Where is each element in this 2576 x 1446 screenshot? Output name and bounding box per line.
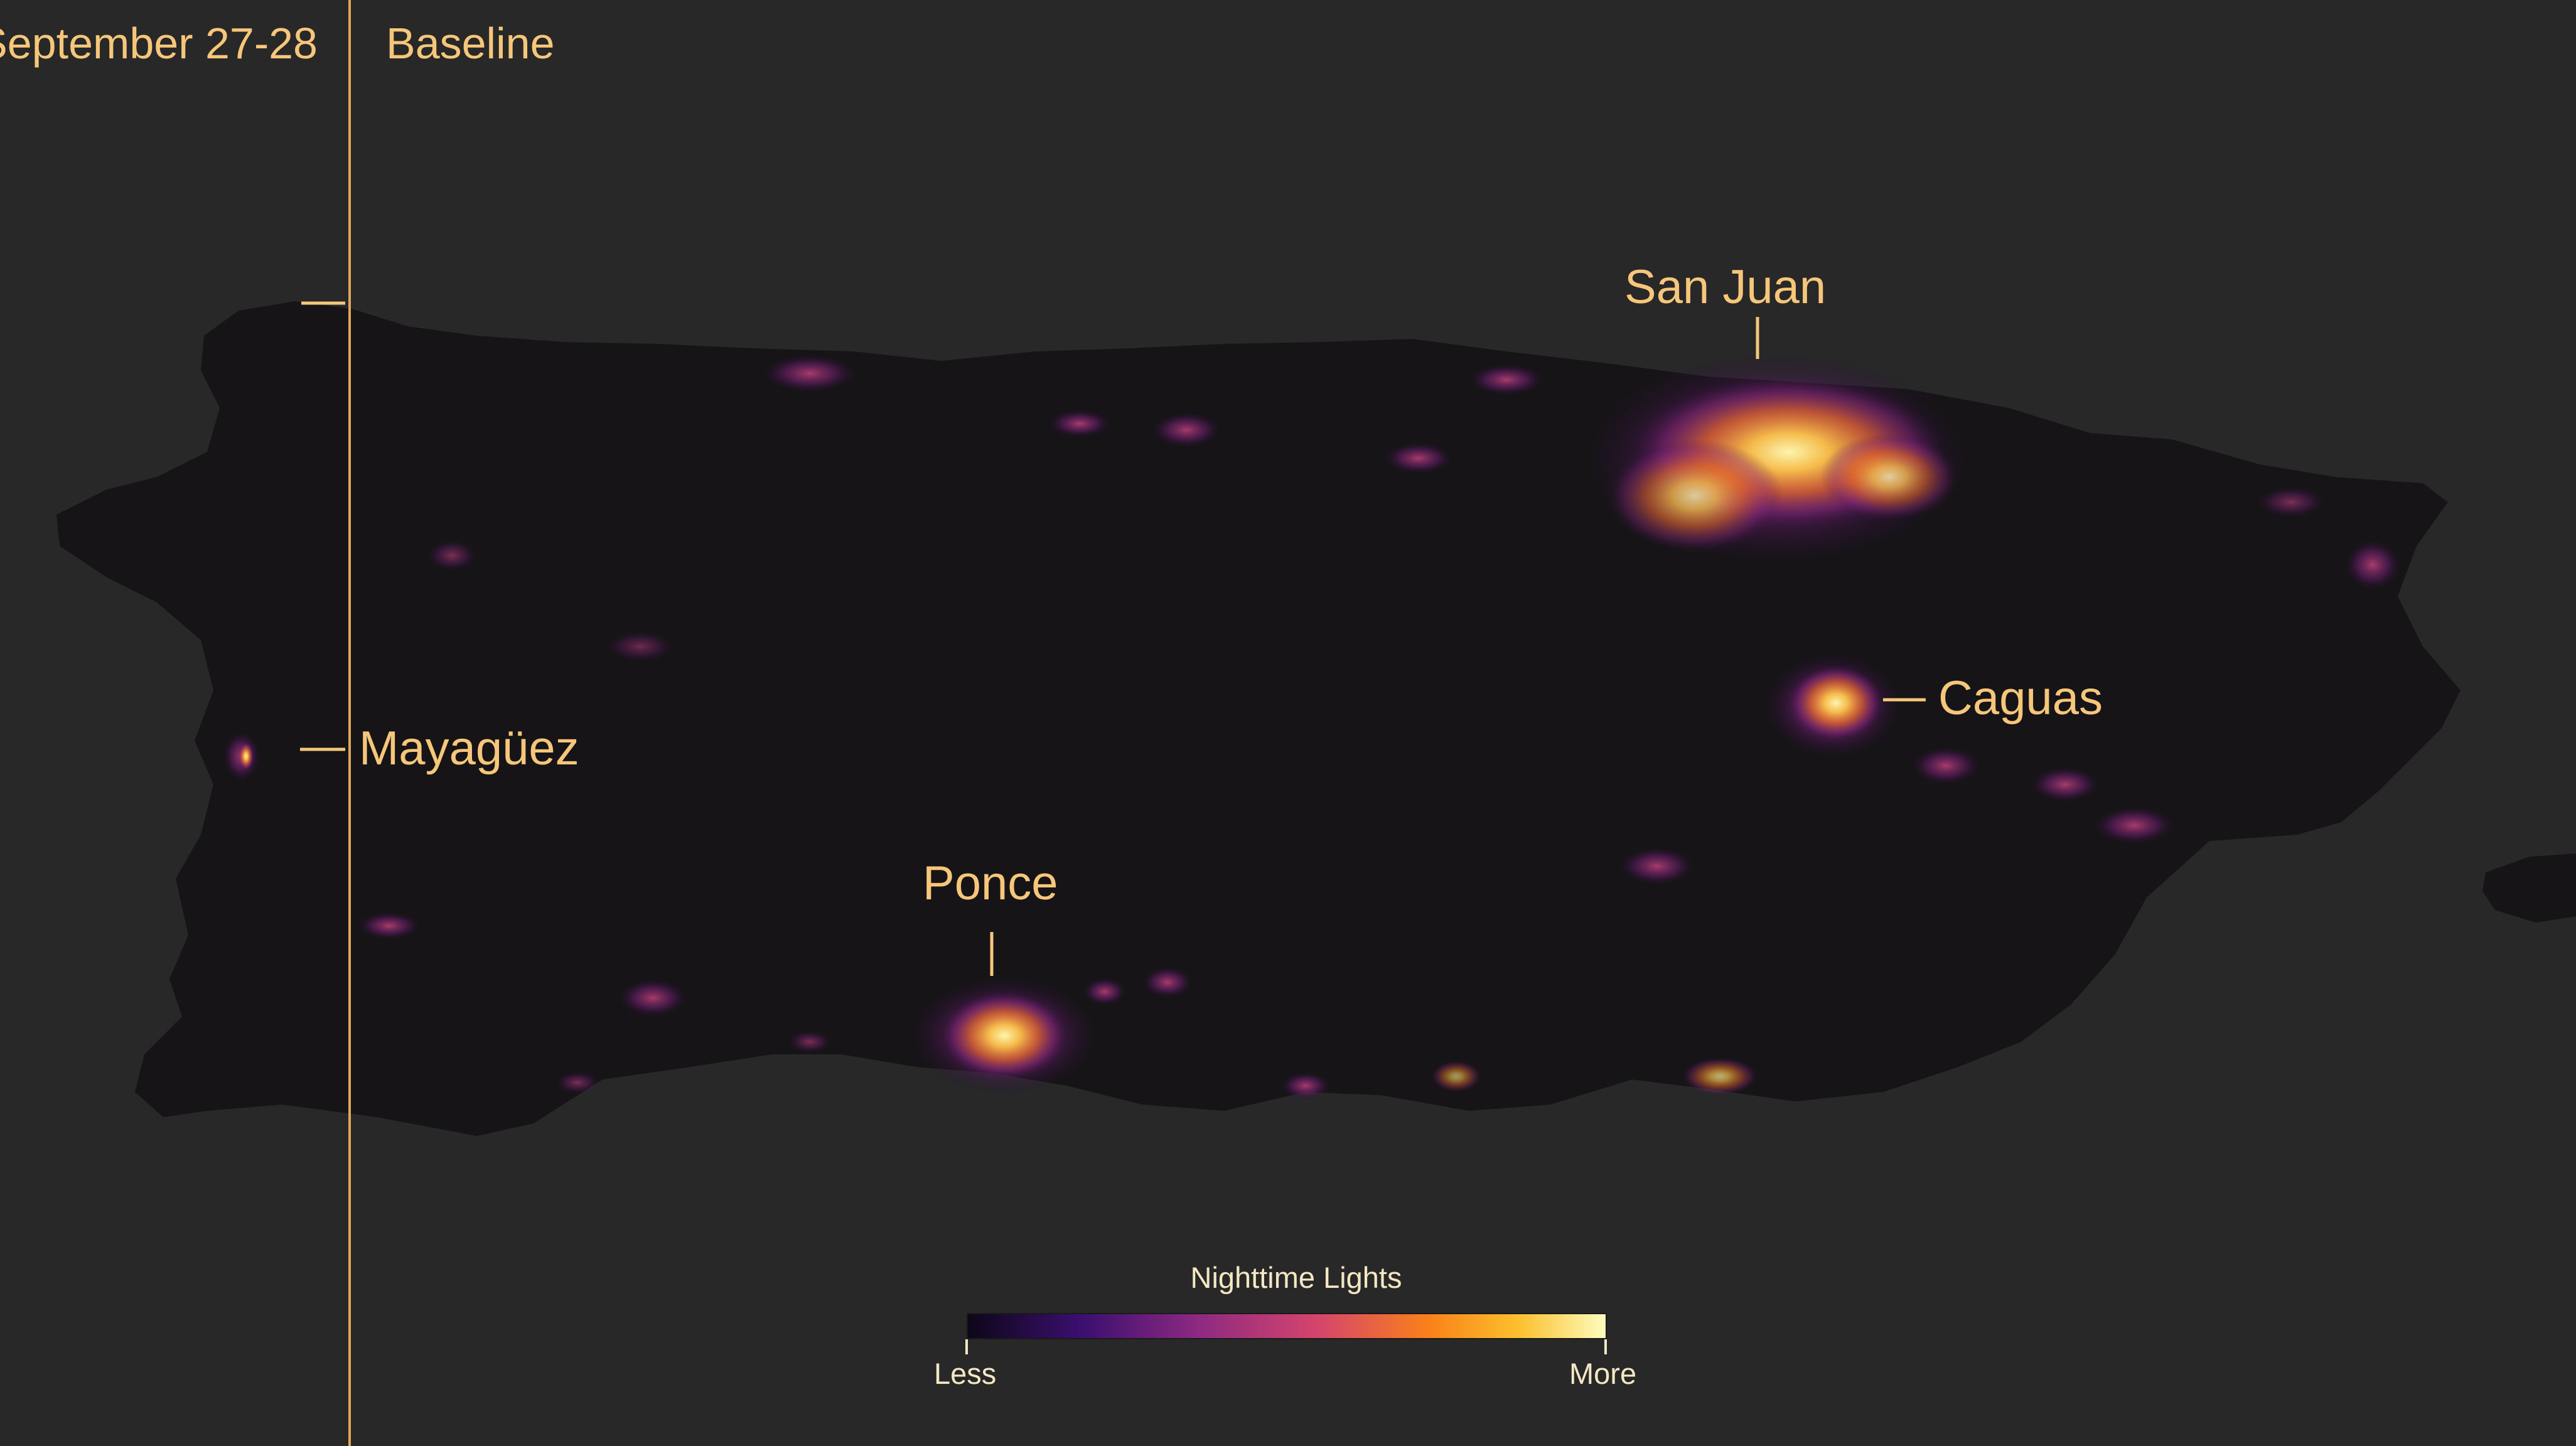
small-town-lights [358, 355, 2401, 1100]
city-label-mayaguez: Mayagüez [359, 722, 579, 775]
left-panel-date-label: September 27-28 [0, 19, 318, 68]
caguas-lights [1764, 653, 1902, 759]
legend-label-min: Less [934, 1357, 997, 1390]
legend-title: Nighttime Lights [1190, 1261, 1402, 1294]
city-label-caguas: Caguas [1938, 672, 2103, 725]
legend-tick-min [965, 1339, 968, 1354]
mayaguez-lights [223, 731, 260, 781]
ponce-lights [910, 976, 1098, 1095]
right-panel-baseline-label: Baseline [386, 19, 555, 68]
legend-label-max: More [1569, 1357, 1637, 1390]
vieques-island-fragment [2482, 854, 2576, 923]
comparison-slider-divider[interactable] [348, 0, 351, 1446]
city-label-san-juan: San Juan [1624, 260, 1827, 314]
legend-color-ramp [967, 1313, 1607, 1339]
city-label-ponce: Ponce [923, 857, 1058, 910]
san-juan-lights [1582, 351, 1971, 565]
legend-bar-frame [967, 1313, 1607, 1339]
legend-tick-max [1604, 1339, 1607, 1354]
